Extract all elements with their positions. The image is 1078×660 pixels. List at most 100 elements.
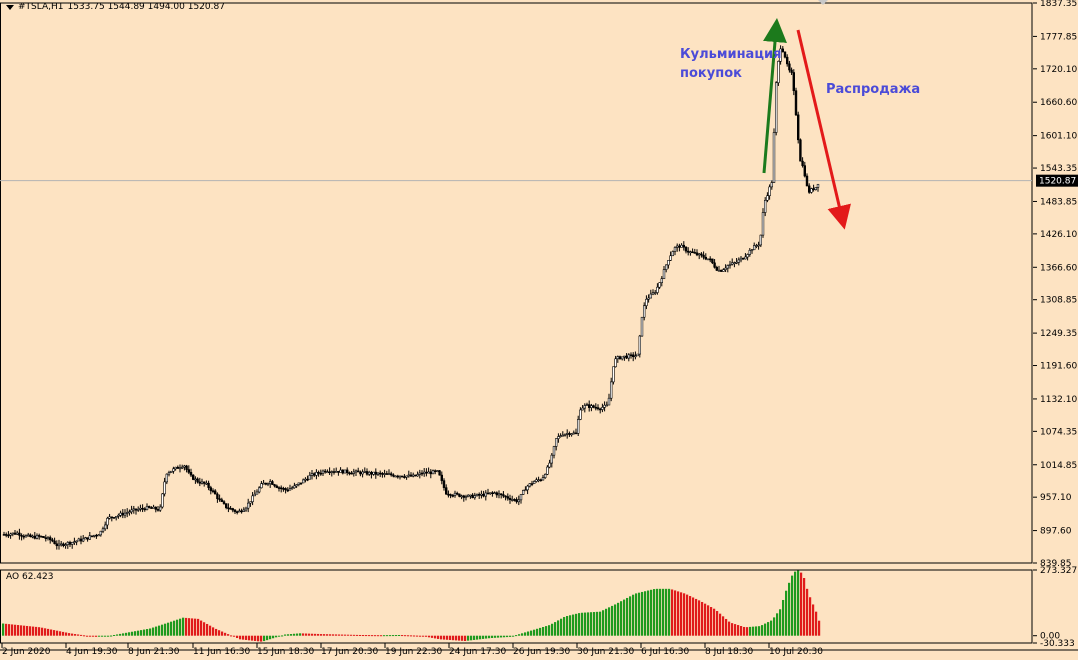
price-tick-label: 1483.85 <box>1040 197 1077 207</box>
candle-body <box>400 475 404 478</box>
ao-bar <box>263 635 266 642</box>
candle-body <box>667 260 670 266</box>
ao-bar <box>683 593 686 636</box>
chevron-down-icon[interactable] <box>6 4 14 10</box>
ao-bar <box>359 634 362 636</box>
candle-body <box>304 478 307 481</box>
candle-body <box>262 482 265 485</box>
ao-bar <box>8 624 11 636</box>
selloff-arrow <box>796 29 851 230</box>
shift-marker-icon[interactable] <box>818 0 828 5</box>
ao-bar <box>470 635 473 641</box>
ao-bar <box>368 635 371 637</box>
candle-body <box>90 535 94 538</box>
ao-bar <box>347 634 350 636</box>
ao-bar <box>479 635 482 640</box>
candle-body <box>616 356 620 360</box>
candle-body <box>185 465 188 470</box>
ao-bar <box>11 624 14 636</box>
candle-body <box>515 499 518 503</box>
ao-bar <box>665 588 668 636</box>
ao-bar <box>590 612 593 636</box>
candle-body <box>625 355 628 359</box>
candle-body <box>376 472 380 475</box>
candle-body <box>77 538 81 542</box>
candle-body <box>777 61 780 84</box>
ao-bar <box>77 634 80 636</box>
ao-bar <box>761 625 764 636</box>
candle-body <box>623 355 626 358</box>
candle-body <box>814 186 818 190</box>
ao-bar <box>677 591 680 636</box>
candle-body <box>794 90 798 116</box>
ao-bar <box>140 630 143 636</box>
candle-body <box>671 251 675 257</box>
candle-body <box>330 471 333 473</box>
candle-body <box>154 506 157 510</box>
candle-body <box>29 534 32 538</box>
time-tick-label: 11 Jun 16:30 <box>193 647 250 657</box>
candle-body <box>139 507 142 510</box>
ao-bar <box>374 635 377 637</box>
candle-body <box>95 534 98 537</box>
candle-body <box>728 264 732 266</box>
candle-body <box>44 537 48 540</box>
candle-body <box>497 493 501 496</box>
candle-body <box>783 51 787 58</box>
candle-body <box>647 297 650 300</box>
candle-body <box>739 257 743 261</box>
candle-body <box>691 251 694 254</box>
candle-body <box>519 494 523 501</box>
ao-bar <box>281 635 284 637</box>
candle-body <box>451 495 454 497</box>
candle-body <box>627 354 631 359</box>
ao-bar <box>56 630 59 636</box>
candle-body <box>174 466 177 470</box>
candle-body <box>130 509 133 513</box>
candle-body <box>24 535 28 538</box>
candle-body <box>708 258 712 261</box>
candle-body <box>594 406 598 409</box>
candle-body <box>216 493 219 500</box>
ao-bar <box>122 633 125 636</box>
price-tick-label: 1366.60 <box>1040 263 1077 273</box>
ao-bar <box>632 594 635 636</box>
candle-body <box>227 507 230 510</box>
price-tick-label: 1837.35 <box>1040 0 1077 9</box>
time-tick-label: 2 Jun 2020 <box>2 647 51 657</box>
ao-bar <box>773 617 776 636</box>
ao-bar <box>554 622 557 636</box>
ao-bar <box>128 632 131 636</box>
ao-bar <box>221 631 224 636</box>
ao-bar <box>731 623 734 636</box>
candle-body <box>420 472 424 475</box>
ao-bar <box>803 578 806 636</box>
ao-bar <box>785 590 788 636</box>
ao-bar <box>266 635 269 641</box>
candle-body <box>678 245 681 248</box>
candle-body <box>126 512 129 514</box>
ao-bar <box>752 626 755 636</box>
ao-bar <box>89 635 92 637</box>
candle-body <box>84 537 87 540</box>
ao-bar <box>110 635 113 637</box>
ao-bar <box>551 623 554 636</box>
ao-bar <box>581 612 584 636</box>
candle-body <box>761 212 765 236</box>
ao-header: AO 62.423 <box>6 572 53 582</box>
time-tick-label: 26 Jun 19:30 <box>513 647 570 657</box>
candle-body <box>31 535 34 538</box>
candle-body <box>719 269 723 272</box>
ao-bar <box>35 626 38 636</box>
candle-body <box>480 493 483 496</box>
ao-bar <box>455 635 458 641</box>
ao-bar <box>290 634 293 636</box>
candle-body <box>781 48 785 53</box>
candle-body <box>165 473 168 483</box>
candle-body <box>495 492 498 496</box>
time-tick-label: 15 Jun 18:30 <box>257 647 314 657</box>
ao-bar <box>341 634 344 636</box>
ao-bar <box>65 632 68 636</box>
candle-body <box>664 264 668 270</box>
candle-body <box>631 354 635 358</box>
